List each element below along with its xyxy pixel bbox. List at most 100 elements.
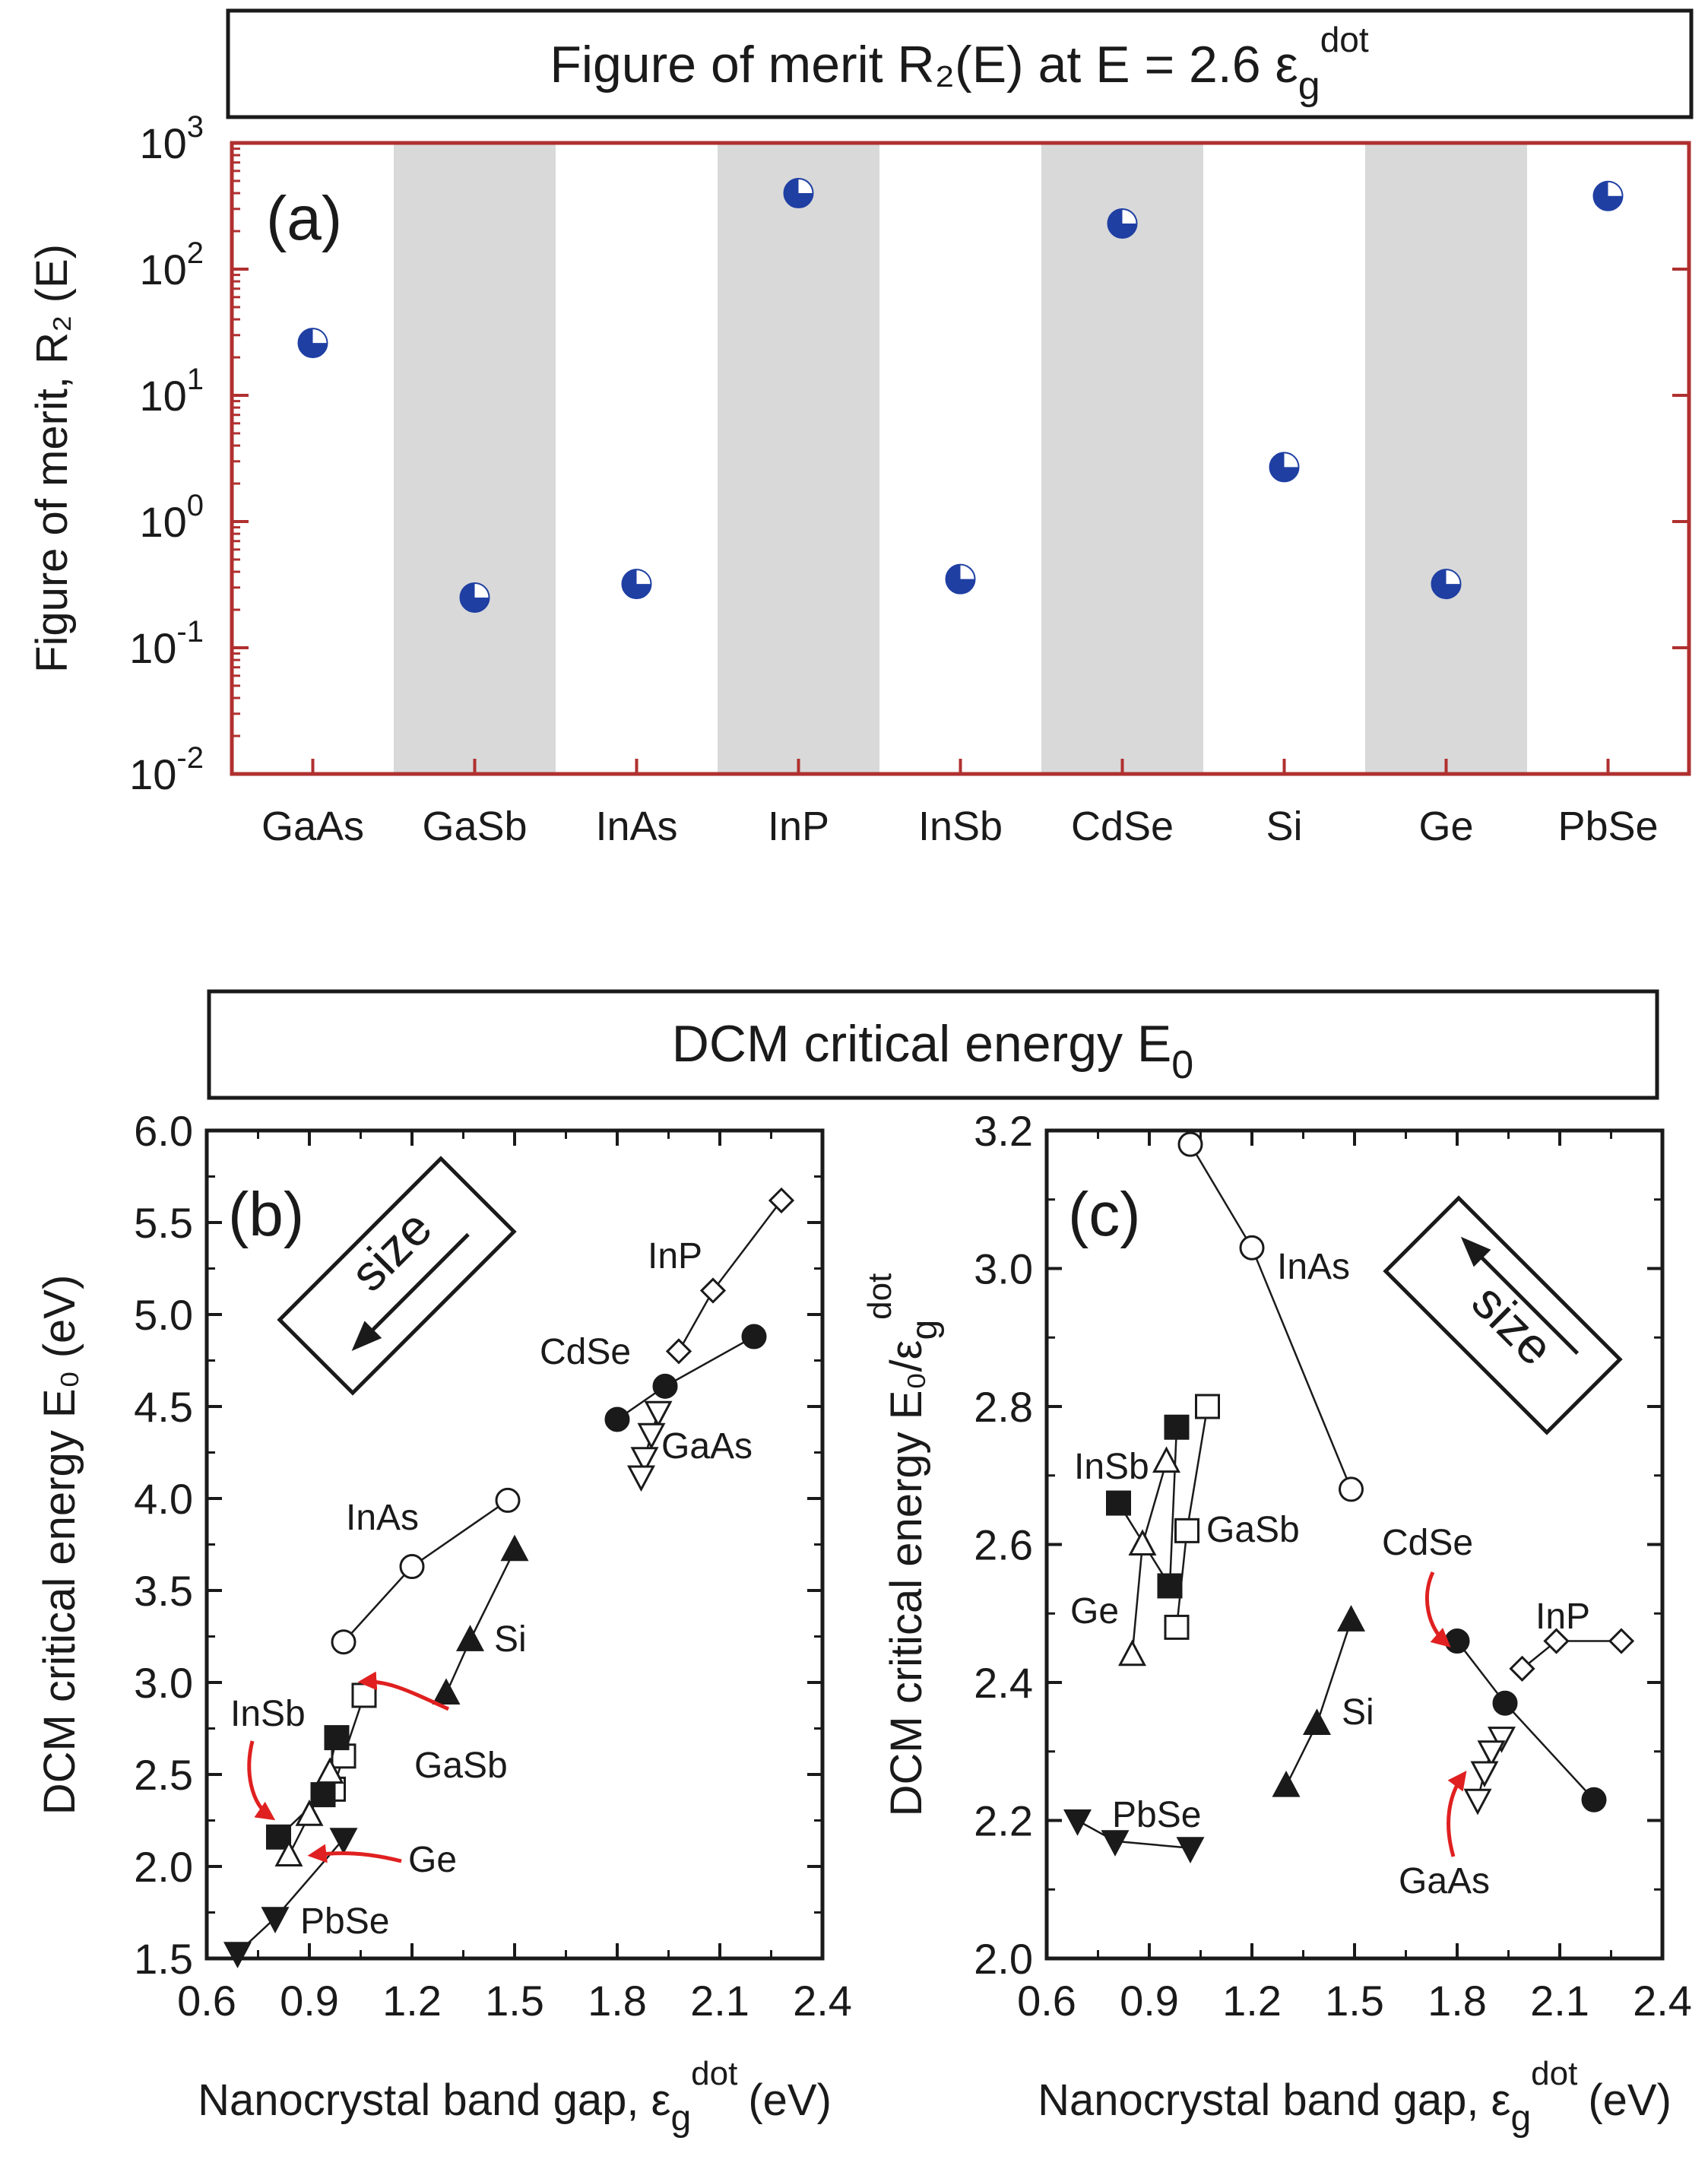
panel-c-point-insb <box>1164 1414 1190 1440</box>
category-label-ge: Ge <box>1418 804 1473 849</box>
panel-c-yticklabels: 2.0 2.2 2.4 2.6 2.8 3.0 3.2 <box>974 1107 1033 1983</box>
panel-c-point-pbse <box>1176 1837 1205 1863</box>
panel-c-series <box>1063 1131 1635 1863</box>
panel-b-ytick-label: 4.0 <box>134 1475 193 1523</box>
panel-b-ytick-label: 1.5 <box>134 1935 193 1983</box>
panel-a-ytick-label: 102 <box>139 236 204 293</box>
point-inp <box>783 178 814 209</box>
panel-c-point-ge <box>1152 1446 1180 1473</box>
panel-c-xlabel-sup: dot <box>1531 2055 1577 2092</box>
panel-b-xtick-label: 2.4 <box>793 1977 852 2025</box>
point-cdse <box>1107 208 1138 239</box>
panel-a-yticklabels: 10-2 10-1 100 101 102 103 <box>129 110 204 798</box>
panel-c-ylabel-sub: g <box>905 1320 945 1340</box>
category-label-inas: InAs <box>595 804 677 849</box>
panel-a-points <box>297 178 1624 613</box>
panel-c-label-gasb: GaSb <box>1206 1510 1300 1550</box>
panel-b-point-si <box>432 1678 461 1705</box>
panel-b-xtick-label: 1.8 <box>588 1977 647 2025</box>
panel-b-ytick-label: 4.5 <box>134 1383 193 1431</box>
panel-c-point-si <box>1303 1708 1331 1735</box>
panel-b-ylabel: DCM critical energy E₀ (eV) <box>35 1275 84 1816</box>
panel-b-series-inp <box>665 1187 795 1365</box>
panel-b-size-indicator: size <box>277 1156 517 1396</box>
panel-b-series-insb <box>266 1725 350 1850</box>
panel-c-xlabel-sub: g <box>1510 2098 1531 2139</box>
panel-b-point-gasb <box>351 1682 377 1708</box>
panel-c-ticks <box>1045 1129 1664 1960</box>
panel-b-xtick-label: 1.2 <box>382 1977 442 2025</box>
panel-b-label-insb: InSb <box>230 1694 306 1734</box>
panel-b-xtick-label: 0.9 <box>280 1977 339 2025</box>
panel-c-point-cdse <box>1492 1690 1518 1716</box>
panel-c-point-inas <box>1339 1476 1364 1502</box>
panel-c-series-inas <box>1177 1131 1364 1502</box>
panel-a-ytick-label: 100 <box>139 489 204 546</box>
panel-a-ytick-label: 10-2 <box>129 741 204 798</box>
panel-b-ticks <box>205 1129 824 1960</box>
panel-c-ytick-label: 2.0 <box>974 1935 1033 1983</box>
panel-b-series <box>223 1187 795 1968</box>
point-insb <box>945 563 976 595</box>
category-label-cdse: CdSe <box>1071 804 1174 849</box>
panel-a-category-labels: GaAs GaSb InAs InP InSb CdSe Si Ge PbSe <box>261 804 1659 849</box>
panel-b-point-ge <box>274 1840 303 1866</box>
panel-c-label-gaas: GaAs <box>1399 1861 1490 1901</box>
category-label-insb: InSb <box>918 804 1003 849</box>
shaded-band-cdse <box>1041 143 1203 774</box>
panel-b-xtick-label: 0.6 <box>177 1977 236 2025</box>
panel-c-point-si <box>1337 1605 1365 1632</box>
panel-a-title-sub: g <box>1298 64 1320 108</box>
panel-b-label-cdse: CdSe <box>540 1332 631 1372</box>
svg-text:Nanocrystal band gap, εgdot(eV: Nanocrystal band gap, εgdot (eV) <box>198 2055 832 2139</box>
panel-c-plot: 0.6 0.9 1.2 1.5 1.8 2.1 2.4 2.0 2.2 2.4 2.6 2.8 3.0… <box>861 1107 1692 2139</box>
panel-b-series-si <box>432 1534 529 1705</box>
panel-c-label-cdse: CdSe <box>1382 1523 1473 1563</box>
panel-b-point-si <box>500 1534 529 1562</box>
panel-c-point-gasb <box>1174 1517 1199 1543</box>
panel-b-label-inas: InAs <box>346 1498 419 1538</box>
panel-b-label-gaas: GaAs <box>661 1426 753 1467</box>
svg-text:DCM critical energy E₀/εgdot: DCM critical energy E₀/εgdot <box>861 1273 945 1817</box>
panel-b-series-gaas <box>627 1400 673 1492</box>
panel-b-point-inp <box>768 1187 795 1214</box>
panel-c-point-insb <box>1106 1490 1131 1516</box>
panel-c-series-pbse <box>1063 1809 1205 1863</box>
panel-c-point-ge <box>1118 1639 1146 1667</box>
panel-c-point-inp <box>1608 1628 1635 1654</box>
panel-b-point-cdse <box>741 1324 767 1349</box>
panel-b-point-inas <box>495 1487 521 1513</box>
panel-c-ytick-label: 2.6 <box>974 1521 1033 1569</box>
panel-c-point-cdse <box>1581 1787 1607 1812</box>
panel-c-arrow-gaas <box>1447 1770 1467 1857</box>
panel-c-series-insb <box>1106 1414 1190 1599</box>
panel-b-label: (b) <box>228 1180 304 1249</box>
panel-c-label-insb: InSb <box>1074 1447 1149 1487</box>
panel-a-label: (a) <box>266 184 342 253</box>
panel-c-xtick-label: 1.5 <box>1325 1977 1384 2025</box>
panel-c-xtick-label: 2.4 <box>1633 1977 1692 2025</box>
panel-c-series-cdse <box>1444 1628 1607 1812</box>
panel-c-series-inp <box>1509 1628 1635 1682</box>
panel-b-xlabel-unit: (eV) <box>748 2076 832 2125</box>
panel-b-point-insb <box>324 1725 350 1751</box>
panel-b-label-ge: Ge <box>408 1840 457 1880</box>
panel-c-size-arrowhead <box>1460 1236 1491 1267</box>
panel-c-arrow-cdse <box>1424 1571 1451 1647</box>
panel-c-xtick-label: 2.1 <box>1530 1977 1589 2025</box>
panel-c-ytick-label: 3.0 <box>974 1245 1033 1293</box>
panel-b-label-pbse: PbSe <box>300 1901 389 1942</box>
panel-c-line-inp <box>1521 1640 1621 1670</box>
shaded-band-inp <box>718 143 879 774</box>
shaded-band-gasb <box>394 143 556 774</box>
point-inas <box>621 569 652 600</box>
panel-c-xtick-label: 0.6 <box>1017 1977 1076 2025</box>
panel-c-label-ge: Ge <box>1070 1591 1119 1632</box>
panel-b-point-pbse <box>223 1942 252 1968</box>
panel-c-point-gasb <box>1195 1394 1220 1419</box>
panel-b-arrow-ge <box>307 1844 402 1863</box>
panel-b-xlabel-sub: g <box>670 2098 691 2139</box>
panel-c-xtick-label: 1.2 <box>1222 1977 1282 2025</box>
panel-b-xticklabels: 0.6 0.9 1.2 1.5 1.8 2.1 2.4 <box>177 1977 852 2025</box>
